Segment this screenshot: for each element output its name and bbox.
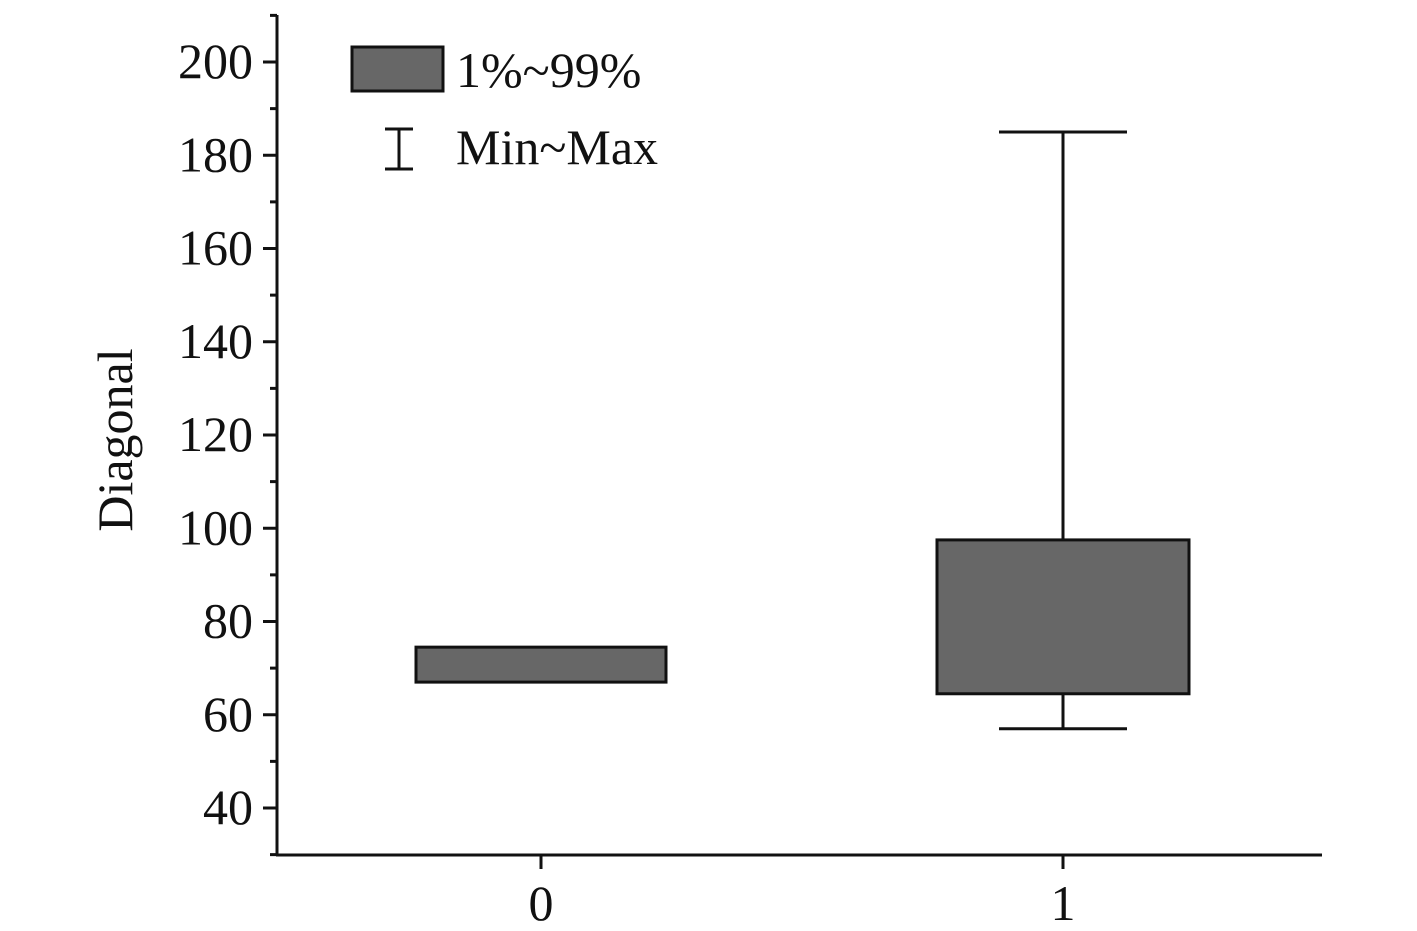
legend-box-label: 1%~99% (456, 42, 641, 98)
legend-box-swatch (350, 45, 445, 93)
y-axis-title: Diagonal (87, 348, 143, 531)
x-tick-label-0: 0 (529, 875, 554, 931)
box-1 (935, 538, 1191, 696)
y-tick-label-200: 200 (178, 33, 253, 89)
legend-whisker-label: Min~Max (456, 119, 658, 175)
boxes (414, 130, 1191, 731)
y-tick-label-180: 180 (178, 126, 253, 182)
box-group-0 (414, 645, 668, 684)
y-tick-label-60: 60 (203, 686, 253, 742)
y-tick-label-40: 40 (203, 779, 253, 835)
y-tick-label-120: 120 (178, 406, 253, 462)
axes: 40 60 80 100 120 140 160 180 200 0 1 (178, 13, 1322, 931)
legend: 1%~99% Min~Max (350, 42, 658, 175)
y-tick-label-80: 80 (203, 593, 253, 649)
y-tick-label-140: 140 (178, 313, 253, 369)
legend-whisker-icon (385, 127, 413, 171)
y-tick-label-160: 160 (178, 220, 253, 276)
box-group-1 (935, 130, 1191, 731)
box-0 (414, 645, 668, 684)
y-tick-label-100: 100 (178, 499, 253, 555)
x-tick-label-1: 1 (1051, 875, 1076, 931)
